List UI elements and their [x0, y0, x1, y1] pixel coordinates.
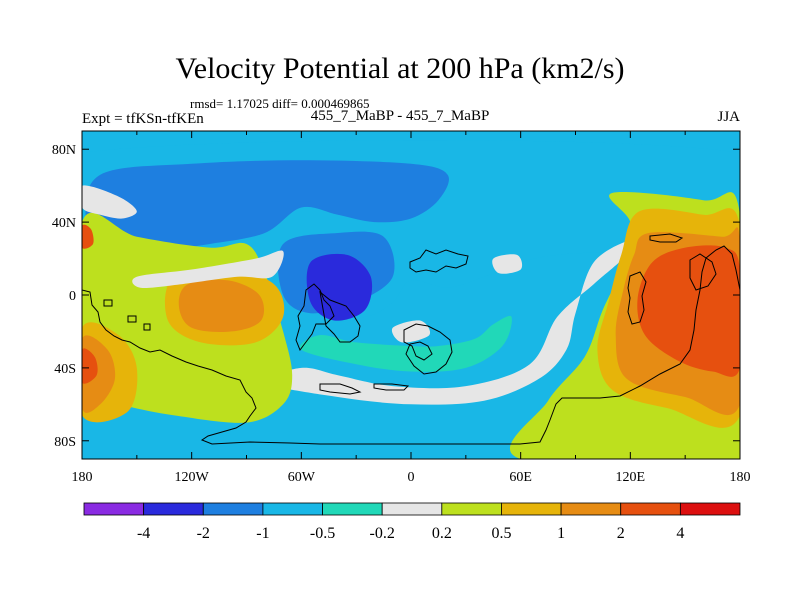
x-tick-label: 180 [730, 470, 751, 485]
y-tick-label: 0 [69, 289, 76, 304]
continent-outline-southern-islands [319, 383, 410, 395]
field-white-north-america-gap [132, 250, 284, 288]
field-white-southern-band [264, 240, 634, 405]
continent-outline-pacific-islands [103, 299, 151, 331]
colorbar-swatch [322, 502, 383, 516]
field-white-africa-spot [391, 320, 431, 343]
colorbar-swatch [262, 502, 323, 516]
colorbar-swatch [560, 502, 622, 516]
colorbar-label: -2 [197, 525, 210, 542]
colorbar-swatch [83, 502, 145, 516]
x-tick-label: 180 [72, 470, 93, 485]
continent-outlines [82, 233, 740, 445]
field-white-north-pacific-strip [82, 185, 137, 219]
field-teal-southern-ribbon [299, 315, 512, 372]
colorbar-label: 2 [617, 525, 625, 542]
y-tick-label: 80N [52, 143, 76, 158]
y-tick-label: 40S [54, 362, 76, 377]
colorbar: -4 -2 -1 -0.5 -0.2 0.2 0.5 1 2 4 [83, 502, 741, 542]
experiment-label: Expt = tfKSn-tfKEn [82, 111, 204, 127]
x-tick-label: 60E [509, 470, 532, 485]
colorbar-label: -0.5 [310, 525, 335, 542]
continent-outline-atlantic [319, 290, 361, 343]
colorbar-label: 0.5 [491, 525, 511, 542]
field-red-west-edge [82, 348, 98, 384]
continent-outline-south-america [295, 283, 335, 352]
colorbar-swatch [441, 502, 502, 516]
colorbar-label: -4 [137, 525, 150, 542]
colorbar-swatch [620, 502, 681, 516]
colorbar-swatch [381, 502, 443, 516]
x-tick-label: 120E [616, 470, 646, 485]
colorbar-label: -1 [256, 525, 269, 542]
y-tick-label: 80S [54, 435, 76, 450]
continent-outline-west [82, 245, 740, 445]
axes: 180 120W 60W 0 60E 120E 180 80N 40N 0 40S 80S [52, 131, 751, 485]
season-label: JJA [717, 109, 740, 125]
x-tick-label: 120W [175, 470, 210, 485]
field-blue-north-pacific [85, 160, 449, 257]
continent-outline-africa [403, 323, 453, 375]
colorbar-swatch [143, 502, 204, 516]
field-darkblue-atlantic-core [306, 253, 373, 321]
x-tick-label: 60W [288, 470, 316, 485]
plot-area [81, 130, 741, 460]
chart-title: Velocity Potential at 200 hPa (km2/s) [175, 52, 625, 85]
contour-fields [82, 140, 740, 459]
x-tick-label: 0 [408, 470, 415, 485]
field-red-eastern-core [637, 245, 740, 377]
colorbar-swatch [501, 502, 562, 516]
field-orange-central-pacific [178, 279, 265, 333]
case-label: 455_7_MaBP - 455_7_MaBP [310, 108, 490, 124]
field-red-west-north-edge [82, 224, 94, 249]
colorbar-swatch [679, 502, 741, 516]
stats-text: rmsd= 1.17025 diff= 0.000469865 [190, 96, 370, 111]
colorbar-label: 0.2 [432, 525, 452, 542]
field-white-indian-spot [492, 254, 523, 274]
colorbar-swatch [202, 502, 264, 516]
y-tick-label: 40N [52, 216, 76, 231]
continent-outline-europe [409, 249, 469, 273]
continent-outline-asia [627, 233, 717, 325]
colorbar-label: -0.2 [370, 525, 395, 542]
colorbar-label: 1 [557, 525, 565, 542]
colorbar-label: 4 [676, 525, 684, 542]
